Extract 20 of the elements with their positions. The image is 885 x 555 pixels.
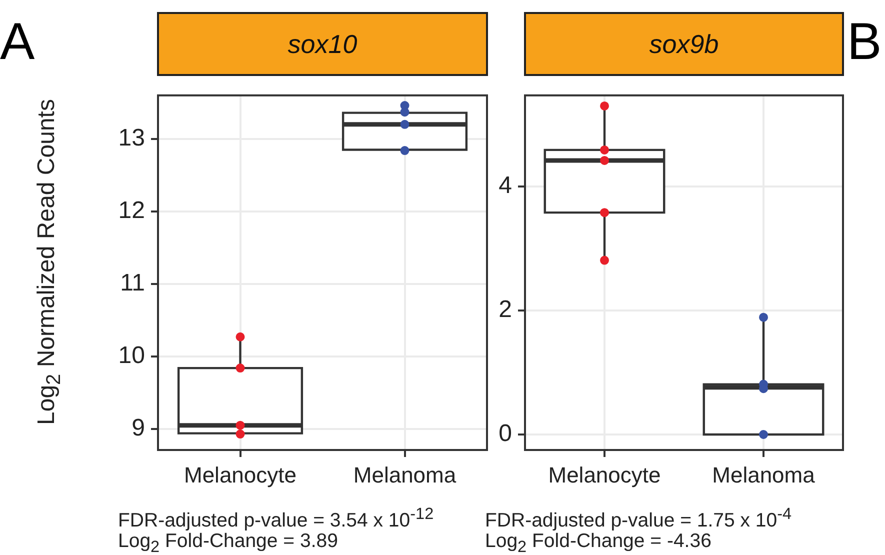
text: FDR-adjusted p-value = 1.75 x 10$^{-4}$ <box>485 504 792 532</box>
text: FDR-adjusted p-value = 3.54 x 10$^{-12}$ <box>118 504 434 532</box>
y-tick-label: 13 <box>118 124 145 152</box>
chart-title: sox9b <box>524 12 844 76</box>
text: Log$_{2}$ Fold-Change = -4.36 <box>485 530 712 555</box>
x-tick-label: Melanoma <box>712 462 816 488</box>
text: B <box>847 12 882 72</box>
y-tick-label: 11 <box>120 270 145 297</box>
y-tick-label: 4 <box>498 172 512 200</box>
x-tick-label: Melanocyte <box>184 462 297 488</box>
y-tick-label: 9 <box>132 414 145 442</box>
text: A <box>0 12 35 72</box>
y-tick-label: 10 <box>118 342 145 370</box>
y-tick-label: 2 <box>498 296 512 324</box>
x-tick-label: Melanocyte <box>548 462 661 488</box>
y-tick-label: 12 <box>118 197 145 224</box>
chart-title: sox10 <box>157 12 488 76</box>
text: Log$_{2}$ Fold-Change = 3.89 <box>118 530 338 555</box>
y-tick-label: 0 <box>498 420 512 448</box>
x-tick-label: Melanoma <box>353 462 457 488</box>
